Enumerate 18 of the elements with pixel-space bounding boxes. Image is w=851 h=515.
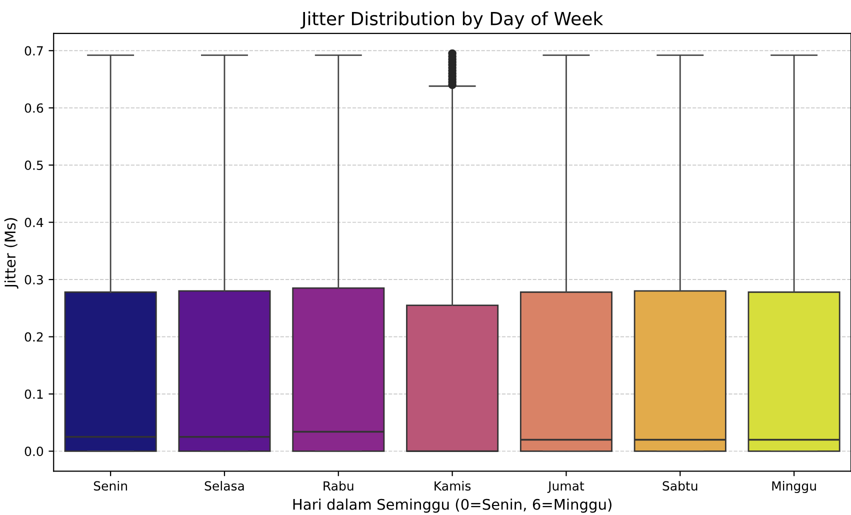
x-tick-label: Selasa: [204, 480, 244, 491]
x-tick-label: Kamis: [434, 480, 471, 491]
x-tick-label: Minggu: [772, 480, 816, 494]
y-tick-label: 0.1: [24, 389, 43, 399]
x-tick-label: Rabu: [324, 480, 354, 491]
y-tick-label: 0.5: [24, 160, 43, 170]
chart-title: Jitter Distribution by Day of Week: [300, 11, 604, 29]
x-tick-label: Senin: [94, 480, 127, 491]
x-tick-label: Sabtu: [662, 480, 698, 491]
y-axis-title: Jitter (Ms): [4, 218, 18, 289]
y-tick-label: 0.7: [24, 46, 43, 56]
y-tick-label: 0.4: [24, 218, 44, 228]
y-tick-label: 0.2: [24, 332, 43, 342]
x-tick-label: Jumat: [547, 481, 584, 493]
x-axis-title: Hari dalam Seminggu (0=Senin, 6=Minggu): [293, 498, 612, 513]
y-tick-label: 0.6: [24, 103, 44, 113]
y-tick-label: 0.3: [24, 275, 43, 284]
y-tick-label: 0.0: [24, 446, 44, 456]
